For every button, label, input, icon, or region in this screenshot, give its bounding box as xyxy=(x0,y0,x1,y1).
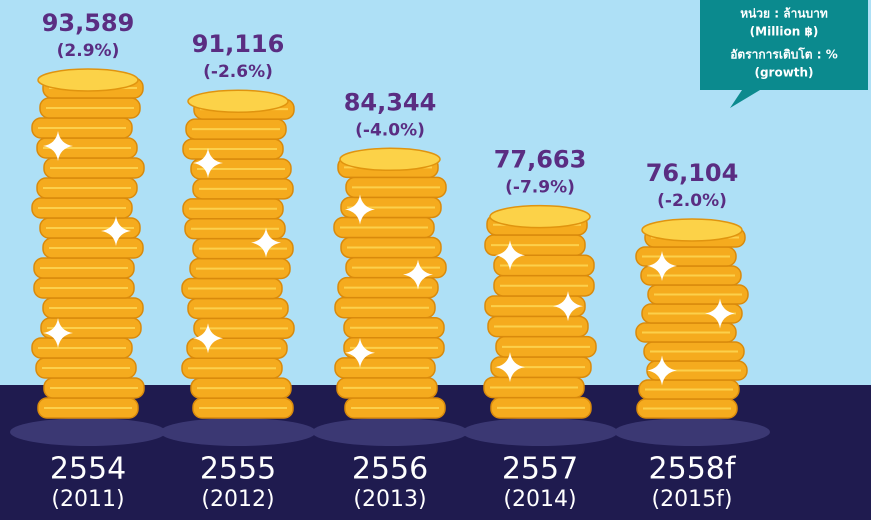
x-tick-label: 2555 xyxy=(200,452,276,487)
coin-stack xyxy=(32,69,144,418)
coin-shadow xyxy=(160,418,316,446)
growth-label-en: (growth) xyxy=(754,66,813,80)
coin-shadow xyxy=(614,418,770,446)
value-label: 76,104 xyxy=(646,159,739,187)
chart: หน่วย : ล้านบาท (Million ฿) อัตราการเติบ… xyxy=(0,0,871,520)
x-tick-sublabel: (2013) xyxy=(353,487,426,512)
value-label: 91,116 xyxy=(192,30,285,58)
coin-top xyxy=(490,206,590,228)
coin-stack xyxy=(182,90,294,418)
coin-shadow xyxy=(462,418,618,446)
x-tick-label: 2556 xyxy=(352,452,428,487)
value-label: 93,589 xyxy=(42,9,135,37)
coin-top xyxy=(188,90,288,112)
growth-label: (2.9%) xyxy=(57,41,120,61)
growth-label: (-2.0%) xyxy=(657,191,727,211)
coin-shadow xyxy=(10,418,166,446)
value-label: 84,344 xyxy=(344,88,437,116)
coin-stack xyxy=(636,219,748,418)
growth-label: อัตราการเติบโต : % xyxy=(730,47,838,62)
growth-label: (-2.6%) xyxy=(203,62,273,82)
unit-label: หน่วย : ล้านบาท xyxy=(740,7,828,21)
coin-top xyxy=(38,69,138,91)
x-tick-sublabel: (2011) xyxy=(51,487,124,512)
x-tick-label: 2557 xyxy=(502,452,578,487)
growth-label: (-7.9%) xyxy=(505,178,575,198)
x-tick-sublabel: (2014) xyxy=(503,487,576,512)
value-label: 77,663 xyxy=(494,146,587,174)
coin-stack xyxy=(484,206,596,418)
coin-stack xyxy=(334,148,446,418)
x-tick-sublabel: (2015f) xyxy=(652,487,733,512)
x-tick-label: 2558f xyxy=(649,452,737,487)
growth-label: (-4.0%) xyxy=(355,120,425,140)
x-tick-label: 2554 xyxy=(50,452,126,487)
coin-shadow xyxy=(312,418,468,446)
x-tick-sublabel: (2012) xyxy=(201,487,274,512)
coin-top xyxy=(340,148,440,170)
coin-top xyxy=(642,219,742,241)
unit-label-en: (Million ฿) xyxy=(750,25,819,39)
